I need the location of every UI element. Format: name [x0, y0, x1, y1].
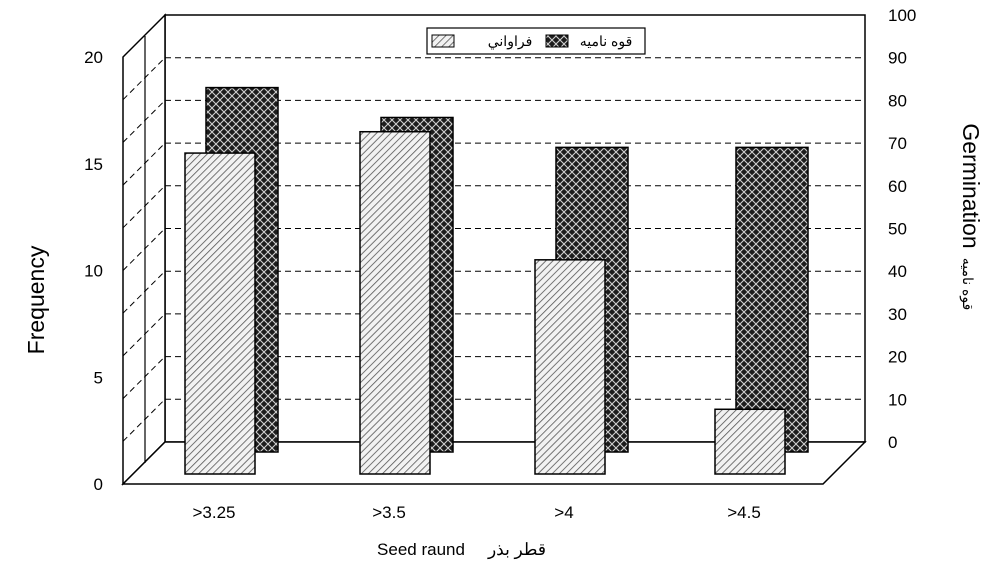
category-label: >4	[554, 503, 573, 522]
right-tick-label: 30	[888, 305, 907, 324]
left-tick-label: 15	[84, 155, 103, 174]
right-tick-label: 70	[888, 134, 907, 153]
y-axis-right-title-fa: قوه ناميه	[959, 258, 976, 311]
category-label: >4.5	[727, 503, 761, 522]
category-label: >3.5	[372, 503, 406, 522]
bar-frequency	[714, 408, 786, 475]
side-wall	[122, 13, 166, 486]
right-tick-label: 20	[888, 348, 907, 367]
y-axis-right-title: Germination	[958, 123, 984, 248]
right-tick-label: 90	[888, 49, 907, 68]
bar-frequency	[359, 130, 431, 475]
bar-frequency	[184, 152, 256, 475]
x-axis-title-en: Seed raund	[377, 540, 465, 559]
right-tick-label: 100	[888, 6, 916, 25]
left-tick-label: 5	[94, 368, 103, 387]
left-tick-label: 10	[84, 262, 103, 281]
right-tick-label: 80	[888, 91, 907, 110]
x-axis-title-fa: قطر بذر	[487, 540, 546, 560]
right-tick-label: 40	[888, 262, 907, 281]
bar-germination	[735, 146, 809, 453]
right-tick-label: 10	[888, 390, 907, 409]
right-tick-label: 0	[888, 433, 897, 452]
y-axis-left-title: Frequency	[23, 245, 49, 354]
right-tick-label: 60	[888, 177, 907, 196]
legend: فراواني قوه ناميه	[426, 27, 646, 55]
legend-label-germination: قوه ناميه	[580, 33, 633, 50]
bars	[184, 86, 809, 475]
legend-swatch-germination	[545, 34, 569, 48]
legend-label-frequency: فراواني	[488, 33, 533, 50]
right-tick-label: 50	[888, 220, 907, 239]
right-axis-ticks: 0 10 20 30 40 50 60 70 80 90 100	[888, 6, 916, 452]
legend-swatch-frequency	[431, 34, 455, 48]
category-labels: >3.25 >3.5 >4 >4.5	[192, 503, 760, 522]
category-label: >3.25	[192, 503, 235, 522]
bar-frequency	[534, 259, 606, 475]
left-tick-label: 20	[84, 48, 103, 67]
legend-box	[426, 27, 646, 55]
floor	[121, 441, 867, 485]
left-tick-label: 0	[94, 475, 103, 494]
left-axis-ticks: 0 5 10 15 20	[84, 48, 103, 494]
